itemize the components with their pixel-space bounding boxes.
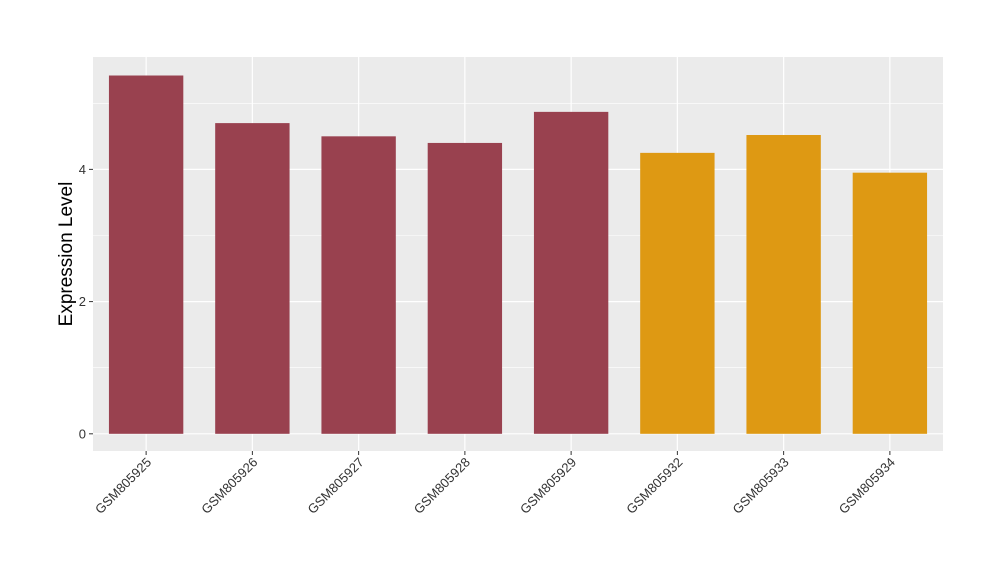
bar-GSM805929 bbox=[533, 111, 609, 434]
bar-GSM805934 bbox=[852, 172, 928, 434]
y-tick-label: 0 bbox=[79, 426, 86, 441]
bar-GSM805928 bbox=[427, 142, 503, 434]
bar-GSM805925 bbox=[108, 75, 184, 434]
x-tick-label: GSM805932 bbox=[623, 455, 685, 517]
x-tick-label: GSM805934 bbox=[836, 455, 898, 517]
y-axis: 0 2 4 bbox=[79, 162, 93, 441]
x-tick-label: GSM805929 bbox=[517, 455, 579, 517]
x-tick-label: GSM805933 bbox=[730, 455, 792, 517]
bar-GSM805932 bbox=[640, 152, 715, 434]
x-tick-label: GSM805926 bbox=[198, 455, 260, 517]
x-tick-label: GSM805927 bbox=[305, 455, 367, 517]
y-axis-title: Expression Level bbox=[56, 182, 77, 327]
bars bbox=[108, 75, 928, 434]
bar-GSM805926 bbox=[215, 123, 290, 434]
bar-GSM805927 bbox=[321, 136, 396, 434]
x-tick-label: GSM805925 bbox=[92, 455, 154, 517]
bar-GSM805933 bbox=[746, 135, 821, 434]
y-tick-label: 4 bbox=[79, 162, 86, 177]
x-axis: GSM805925 GSM805926 GSM805927 GSM805928 GSM8… bbox=[92, 451, 898, 517]
x-tick-label: GSM805928 bbox=[411, 455, 473, 517]
y-tick-label: 2 bbox=[79, 294, 86, 309]
